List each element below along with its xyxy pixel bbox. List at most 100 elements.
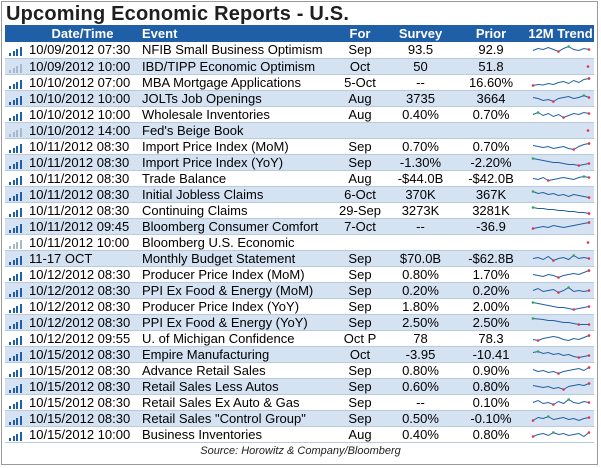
bar-chart-icon[interactable]	[9, 238, 23, 249]
table-row[interactable]: 10/15/2012 08:30 Retail Sales "Control Gr…	[5, 410, 594, 427]
cell-trend	[527, 106, 594, 123]
table-row[interactable]: 10/12/2012 08:30 Producer Price Index (Mo…	[5, 266, 594, 283]
table-row[interactable]: 10/10/2012 07:00 MBA Mortgage Application…	[5, 74, 594, 91]
row-chart-icon-cell[interactable]	[5, 378, 27, 395]
bar-chart-icon[interactable]	[9, 414, 23, 425]
sparkline	[586, 128, 589, 132]
row-chart-icon-cell[interactable]	[5, 186, 27, 203]
row-chart-icon-cell[interactable]	[5, 410, 27, 427]
bar-chart-icon[interactable]	[9, 78, 23, 89]
cell-for: 5-Oct	[334, 74, 386, 91]
row-chart-icon-cell[interactable]	[5, 266, 27, 283]
table-row[interactable]: 10/11/2012 08:30 Initial Jobless Claims 6-…	[5, 186, 594, 203]
table-row[interactable]: 10/12/2012 08:30 PPI Ex Food & Energy (Yo…	[5, 314, 594, 331]
row-chart-icon-cell[interactable]	[5, 138, 27, 155]
table-row[interactable]: 10/15/2012 08:30 Retail Sales Ex Auto & G…	[5, 394, 594, 411]
bar-chart-icon[interactable]	[9, 430, 23, 441]
cell-datetime: 10/11/2012 09:45	[27, 218, 138, 235]
table-row[interactable]: 10/09/2012 07:30 NFIB Small Business Opti…	[5, 42, 594, 59]
bar-chart-icon[interactable]	[9, 270, 23, 281]
bar-chart-icon[interactable]	[9, 110, 23, 121]
table-row[interactable]: 10/11/2012 08:30 Import Price Index (YoY)…	[5, 154, 594, 171]
bar-chart-icon[interactable]	[9, 222, 23, 233]
table-row[interactable]: 11-17 OCT Monthly Budget Statement Sep $70.…	[5, 250, 594, 267]
bar-chart-icon[interactable]	[9, 318, 23, 329]
cell-prior: 51.8	[455, 58, 527, 75]
bar-chart-icon[interactable]	[9, 350, 23, 361]
sparkline-path	[532, 382, 589, 390]
bar-chart-icon[interactable]	[9, 286, 23, 297]
row-chart-icon-cell[interactable]	[5, 426, 27, 443]
bar-chart-icon[interactable]	[9, 366, 23, 377]
table-row[interactable]: 10/11/2012 08:30 Continuing Claims 29-Sep 3…	[5, 202, 594, 219]
row-chart-icon-cell[interactable]	[5, 42, 27, 59]
cell-datetime: 10/12/2012 08:30	[27, 298, 138, 315]
bar-chart-icon[interactable]	[9, 382, 23, 393]
bar-chart-icon[interactable]	[9, 174, 23, 185]
cell-datetime: 10/15/2012 08:30	[27, 394, 138, 411]
table-row[interactable]: 10/15/2012 08:30 Advance Retail Sales Sep 0…	[5, 362, 594, 379]
bar-chart-icon[interactable]	[9, 334, 23, 345]
bar-chart-icon[interactable]	[9, 158, 23, 169]
bar-chart-icon[interactable]	[9, 142, 23, 153]
row-chart-icon-cell[interactable]	[5, 218, 27, 235]
cell-trend	[527, 330, 594, 347]
sparkline-path	[532, 77, 589, 86]
cell-event: Business Inventories	[138, 426, 334, 443]
row-chart-icon-cell[interactable]	[5, 58, 27, 75]
cell-trend	[527, 362, 594, 379]
row-chart-icon-cell[interactable]	[5, 74, 27, 91]
table-row[interactable]: 10/11/2012 10:00 Bloomberg U.S. Economic	[5, 234, 594, 251]
sparkline	[531, 205, 590, 215]
row-chart-icon-cell[interactable]	[5, 394, 27, 411]
bar-chart-icon[interactable]	[9, 62, 23, 73]
sparkline	[532, 174, 590, 182]
table-row[interactable]: 10/09/2012 10:00 IBD/TIPP Economic Optimi…	[5, 58, 594, 75]
bar-chart-icon[interactable]	[9, 206, 23, 217]
table-row[interactable]: 10/10/2012 14:00 Fed's Beige Book	[5, 122, 594, 139]
table-row[interactable]: 10/12/2012 09:55 U. of Michigan Confidenc…	[5, 330, 594, 347]
bar-chart-icon[interactable]	[9, 254, 23, 265]
row-chart-icon-cell[interactable]	[5, 122, 27, 139]
cell-survey: 0.70%	[386, 138, 455, 155]
table-row[interactable]: 10/15/2012 08:30 Empire Manufacturing Oct -…	[5, 346, 594, 363]
cell-for: Aug	[334, 90, 386, 107]
row-chart-icon-cell[interactable]	[5, 314, 27, 331]
sparkline-path	[532, 286, 589, 293]
bar-chart-icon[interactable]	[9, 45, 23, 57]
table-row[interactable]: 10/15/2012 10:00 Business Inventories Aug 0…	[5, 426, 594, 443]
cell-survey: 3273K	[386, 202, 455, 219]
row-chart-icon-cell[interactable]	[5, 234, 27, 251]
row-chart-icon-cell[interactable]	[5, 202, 27, 219]
row-chart-icon-cell[interactable]	[5, 250, 27, 267]
cell-survey: 0.50%	[386, 410, 455, 427]
table-row[interactable]: 10/11/2012 09:45 Bloomberg Consumer Comfo…	[5, 218, 594, 235]
row-chart-icon-cell[interactable]	[5, 362, 27, 379]
bar-chart-icon[interactable]	[9, 398, 23, 409]
bar-chart-icon[interactable]	[9, 126, 23, 137]
bar-chart-icon[interactable]	[9, 94, 23, 105]
table-row[interactable]: 10/11/2012 08:30 Import Price Index (MoM)…	[5, 138, 594, 155]
sparkline-last-point	[587, 268, 590, 272]
cell-survey: $70.0B	[386, 250, 455, 267]
table-row[interactable]: 10/10/2012 10:00 Wholesale Inventories Aug…	[5, 106, 594, 123]
row-chart-icon-cell[interactable]	[5, 330, 27, 347]
row-chart-icon-cell[interactable]	[5, 170, 27, 187]
table-row[interactable]: 10/10/2012 10:00 JOLTs Job Openings Aug 373…	[5, 90, 594, 107]
bar-chart-icon[interactable]	[9, 302, 23, 313]
row-chart-icon-cell[interactable]	[5, 154, 27, 171]
row-chart-icon-cell[interactable]	[5, 298, 27, 315]
row-chart-icon-cell[interactable]	[5, 282, 27, 299]
table-row[interactable]: 10/12/2012 08:30 PPI Ex Food & Energy (Mo…	[5, 282, 594, 299]
row-chart-icon-cell[interactable]	[5, 346, 27, 363]
row-chart-icon-cell[interactable]	[5, 90, 27, 107]
sparkline-path	[532, 190, 589, 198]
row-chart-icon-cell[interactable]	[5, 106, 27, 123]
table-row[interactable]: 10/11/2012 08:30 Trade Balance Aug -$44.0B -…	[5, 170, 594, 187]
cell-event: Continuing Claims	[138, 202, 334, 219]
cell-survey: -$44.0B	[386, 170, 455, 187]
table-row[interactable]: 10/12/2012 08:30 Producer Price Index (Yo…	[5, 298, 594, 315]
cell-for: Sep	[334, 250, 386, 267]
bar-chart-icon[interactable]	[9, 190, 23, 201]
table-row[interactable]: 10/15/2012 08:30 Retail Sales Less Autos S…	[5, 378, 594, 395]
